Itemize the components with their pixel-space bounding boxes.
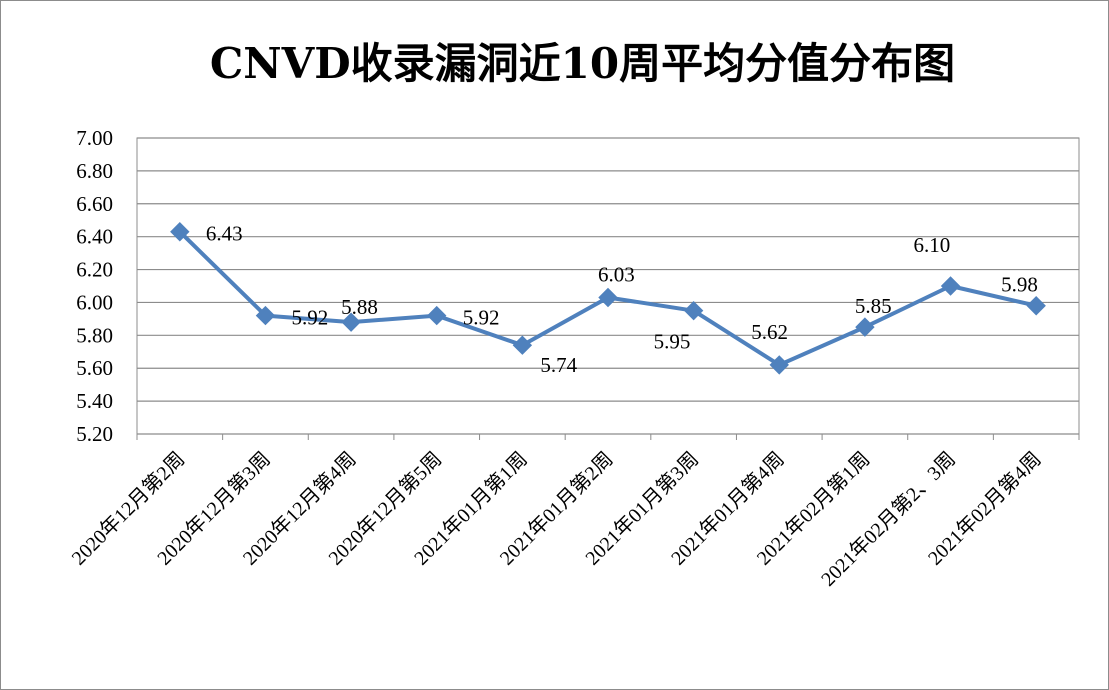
y-tick-label: 5.60 (76, 356, 113, 380)
y-tick-label: 6.80 (76, 159, 113, 183)
data-label: 5.92 (291, 306, 328, 330)
data-label: 5.74 (540, 353, 577, 377)
data-point (170, 222, 190, 242)
y-tick-label: 6.00 (76, 290, 113, 314)
data-point (255, 305, 276, 326)
data-point (855, 317, 875, 337)
data-point (683, 300, 704, 321)
data-point (427, 305, 447, 326)
data-label: 5.85 (855, 294, 892, 318)
data-label: 5.95 (654, 330, 691, 354)
data-point (512, 335, 533, 355)
data-label: 6.10 (914, 233, 951, 257)
data-point (598, 287, 618, 308)
data-label: 5.62 (751, 320, 788, 344)
data-point (940, 276, 961, 296)
data-point (1026, 296, 1046, 316)
data-label: 6.43 (206, 222, 243, 246)
data-label: 5.92 (463, 306, 500, 330)
y-tick-label: 5.20 (76, 422, 113, 446)
data-label: 5.98 (1001, 273, 1038, 297)
y-tick-label: 5.40 (76, 389, 113, 413)
y-tick-label: 7.00 (76, 126, 113, 150)
y-tick-label: 6.60 (76, 192, 113, 216)
y-tick-label: 5.80 (76, 323, 113, 347)
y-tick-label: 6.20 (76, 258, 113, 282)
chart-title: CNVD收录漏洞近10周平均分值分布图 (209, 39, 956, 88)
data-label: 5.88 (341, 295, 378, 319)
data-label: 6.03 (598, 263, 635, 287)
data-point (769, 355, 789, 375)
y-tick-label: 6.40 (76, 225, 113, 249)
data-point (341, 312, 361, 332)
